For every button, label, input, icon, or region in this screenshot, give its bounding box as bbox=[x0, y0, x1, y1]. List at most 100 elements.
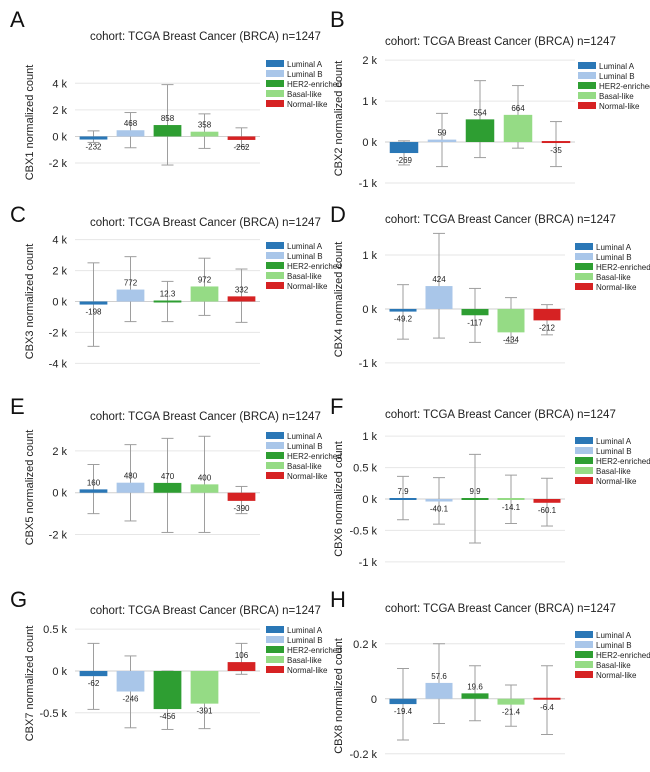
y-tick-label: 4 k bbox=[52, 235, 67, 247]
value-label: -35 bbox=[550, 146, 562, 155]
y-tick-label: 0 k bbox=[362, 494, 377, 506]
y-tick-label: -0.5 k bbox=[349, 525, 377, 537]
legend-label: Basal-like bbox=[599, 92, 634, 101]
y-tick-label: 2 k bbox=[362, 55, 377, 67]
bar-her2-enriched bbox=[153, 670, 182, 710]
chart-title: cohort: TCGA Breast Cancer (BRCA) n=1247 bbox=[90, 31, 321, 43]
y-axis-label: CBX8 normalized count bbox=[333, 638, 345, 754]
chart-title: cohort: TCGA Breast Cancer (BRCA) n=1247 bbox=[385, 214, 616, 226]
bar-normal-like bbox=[533, 308, 561, 321]
legend-swatch bbox=[266, 272, 284, 279]
y-axis-label: CBX7 normalized count bbox=[24, 626, 36, 742]
legend-label: Normal-like bbox=[287, 472, 328, 481]
y-tick-label: 0 k bbox=[52, 488, 67, 500]
legend-label: Basal-like bbox=[287, 90, 322, 99]
value-label: 480 bbox=[124, 472, 138, 481]
legend-swatch bbox=[575, 631, 593, 638]
panel-letter: G bbox=[10, 587, 27, 612]
legend-swatch bbox=[266, 666, 284, 673]
legend-swatch bbox=[575, 457, 593, 464]
legend-swatch bbox=[266, 80, 284, 87]
value-label: -198 bbox=[85, 308, 102, 317]
value-label: 332 bbox=[235, 285, 249, 294]
y-tick-label: -2 k bbox=[49, 530, 68, 542]
value-label: 772 bbox=[124, 279, 138, 288]
legend-label: Basal-like bbox=[287, 462, 322, 471]
chart-title: cohort: TCGA Breast Cancer (BRCA) n=1247 bbox=[385, 603, 616, 615]
value-label: -14.1 bbox=[502, 503, 521, 512]
legend-swatch bbox=[266, 646, 284, 653]
y-axis-label: CBX1 normalized count bbox=[24, 65, 36, 181]
legend-swatch bbox=[266, 282, 284, 289]
bar-basal-like bbox=[503, 114, 533, 143]
legend-swatch bbox=[575, 467, 593, 474]
value-label: 424 bbox=[432, 275, 446, 284]
legend-label: Luminal B bbox=[287, 252, 323, 261]
value-label: 19.6 bbox=[467, 682, 483, 691]
chart-title: cohort: TCGA Breast Cancer (BRCA) n=1247 bbox=[90, 605, 321, 617]
legend-label: HER2-enriched bbox=[287, 80, 342, 89]
value-label: 400 bbox=[198, 473, 212, 482]
legend-swatch bbox=[578, 92, 596, 99]
legend-label: HER2-enriched bbox=[599, 82, 650, 91]
bar-basal-like bbox=[190, 286, 219, 302]
bar-luminal-a bbox=[79, 301, 108, 305]
bar-luminal-a bbox=[389, 498, 417, 500]
bar-luminal-b bbox=[425, 286, 453, 309]
value-label: 7.9 bbox=[397, 487, 409, 496]
bar-normal-like bbox=[533, 697, 561, 700]
legend-swatch bbox=[266, 100, 284, 107]
value-label: 664 bbox=[511, 104, 525, 113]
y-tick-label: 0.5 k bbox=[43, 624, 67, 636]
value-label: 470 bbox=[161, 472, 175, 481]
legend-label: Luminal A bbox=[596, 243, 632, 252]
value-label: -434 bbox=[503, 335, 520, 344]
bar-luminal-a bbox=[79, 670, 108, 677]
chart-title: cohort: TCGA Breast Cancer (BRCA) n=1247 bbox=[385, 409, 616, 421]
legend-swatch bbox=[266, 442, 284, 449]
y-tick-label: 0 bbox=[371, 694, 377, 706]
y-axis-label: CBX3 normalized count bbox=[24, 244, 36, 360]
legend-swatch bbox=[575, 263, 593, 270]
bar-luminal-a bbox=[389, 698, 417, 705]
value-label: -19.4 bbox=[394, 707, 413, 716]
legend-swatch bbox=[266, 626, 284, 633]
value-label: 972 bbox=[198, 275, 212, 284]
legend-label: Luminal B bbox=[596, 253, 632, 262]
bar-normal-like bbox=[227, 296, 256, 302]
y-tick-label: 4 k bbox=[52, 78, 67, 90]
value-label: 59 bbox=[438, 129, 447, 138]
y-tick-label: -0.2 k bbox=[349, 749, 377, 761]
legend-label: Normal-like bbox=[596, 671, 637, 680]
value-label: -262 bbox=[233, 143, 250, 152]
bar-her2-enriched bbox=[461, 308, 489, 316]
value-label: 554 bbox=[473, 108, 487, 117]
legend-swatch bbox=[575, 671, 593, 678]
bar-luminal-a bbox=[389, 142, 419, 154]
legend-label: Basal-like bbox=[596, 661, 631, 670]
value-label: -40.1 bbox=[430, 505, 449, 514]
y-tick-label: 0 k bbox=[52, 666, 67, 678]
legend-label: Luminal A bbox=[599, 62, 635, 71]
legend-swatch bbox=[575, 283, 593, 290]
bar-basal-like bbox=[497, 498, 525, 500]
legend-swatch bbox=[578, 62, 596, 69]
legend-label: HER2-enriched bbox=[596, 651, 650, 660]
bar-normal-like bbox=[533, 499, 561, 503]
value-label: -117 bbox=[467, 318, 483, 327]
legend-swatch bbox=[575, 253, 593, 260]
legend-label: Normal-like bbox=[287, 282, 328, 291]
y-tick-label: 0 k bbox=[362, 137, 377, 149]
bar-luminal-b bbox=[116, 670, 145, 692]
bar-her2-enriched bbox=[153, 125, 182, 137]
panel-letter: C bbox=[10, 202, 26, 227]
legend-swatch bbox=[266, 472, 284, 479]
legend-swatch bbox=[575, 477, 593, 484]
